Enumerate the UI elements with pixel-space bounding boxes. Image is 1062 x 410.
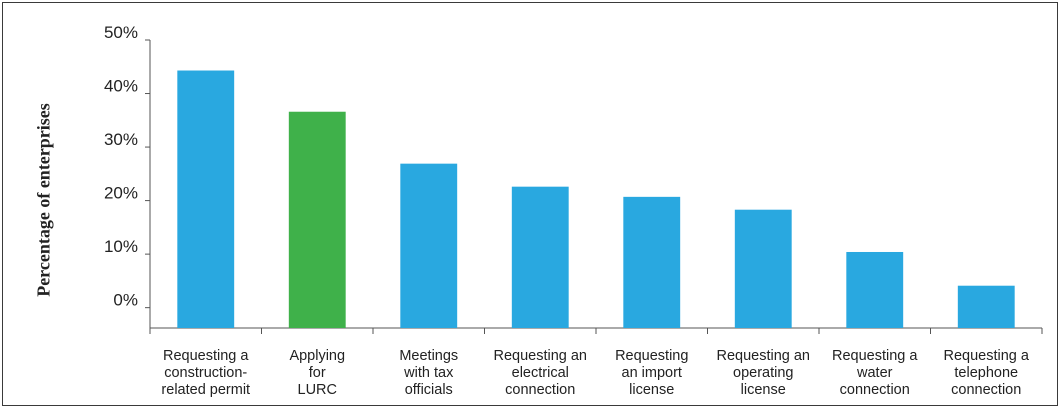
x-category-label-line: Requesting a — [944, 348, 1030, 364]
axes — [149, 40, 1043, 334]
bar — [511, 186, 569, 328]
x-category-label-line: Requesting an — [493, 348, 587, 364]
bars — [177, 70, 1015, 329]
y-tick-label: 50% — [104, 23, 138, 42]
bar — [734, 209, 792, 328]
y-tick-label: 20% — [104, 184, 138, 203]
x-category-label-line: Meetings — [399, 348, 458, 364]
x-category-label-line: connection — [840, 382, 910, 398]
x-category-label-line: telephone — [954, 365, 1018, 381]
x-category-label-line: electrical — [512, 365, 569, 381]
x-category-label-line: Requesting a — [832, 348, 918, 364]
x-category-label-line: an import — [622, 365, 682, 381]
x-category-label-line: Requesting a — [163, 348, 249, 364]
x-category-label-line: Requesting — [615, 348, 688, 364]
x-category-label-line: connection — [505, 382, 575, 398]
bar — [957, 285, 1015, 328]
x-category-label-line: construction- — [164, 365, 247, 381]
x-category-label-line: connection — [951, 382, 1021, 398]
y-tick-label: 40% — [104, 77, 138, 96]
bar — [177, 70, 235, 329]
x-category-label-line: related permit — [161, 382, 250, 398]
x-category-label-line: license — [741, 382, 786, 398]
bar — [623, 196, 681, 328]
bar — [400, 163, 458, 328]
y-tick-label: 10% — [104, 237, 138, 256]
x-category-label-line: Applying — [289, 348, 345, 364]
x-category-label-line: license — [629, 382, 674, 398]
y-ticks: 0% 10% 20% 30% 40% 50% — [104, 23, 150, 310]
y-tick-label: 30% — [104, 130, 138, 149]
x-category-label-line: Requesting an — [716, 348, 810, 364]
bar — [288, 111, 346, 328]
x-category-label-line: for — [309, 365, 326, 381]
x-category-label-line: officials — [405, 382, 453, 398]
chart-frame — [2, 2, 1058, 406]
x-category-label-line: LURC — [298, 382, 337, 398]
x-category-label-line: with tax — [403, 365, 454, 381]
y-tick-label: 0% — [113, 291, 138, 310]
bar — [846, 251, 904, 328]
x-category-label-line: water — [856, 365, 893, 381]
x-category-label-line: operating — [733, 365, 793, 381]
